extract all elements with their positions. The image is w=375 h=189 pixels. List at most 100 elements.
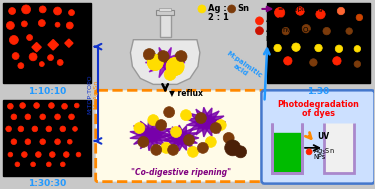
Polygon shape xyxy=(140,121,156,137)
Circle shape xyxy=(21,21,27,27)
Circle shape xyxy=(8,152,13,157)
Circle shape xyxy=(215,120,226,131)
Text: 1:30:30: 1:30:30 xyxy=(28,179,66,188)
Polygon shape xyxy=(159,61,169,78)
Circle shape xyxy=(164,68,176,80)
Circle shape xyxy=(354,61,361,67)
Polygon shape xyxy=(148,123,166,138)
Text: 1:30: 1:30 xyxy=(308,87,330,96)
Circle shape xyxy=(55,114,60,120)
Polygon shape xyxy=(140,132,156,149)
Circle shape xyxy=(255,27,263,35)
Polygon shape xyxy=(179,133,197,143)
Circle shape xyxy=(134,123,145,133)
Polygon shape xyxy=(134,131,154,144)
Circle shape xyxy=(228,5,236,13)
Circle shape xyxy=(74,103,79,108)
Circle shape xyxy=(158,52,168,62)
Circle shape xyxy=(50,152,55,157)
Text: M=Ag₃Sn: M=Ag₃Sn xyxy=(93,80,98,109)
Polygon shape xyxy=(186,117,207,127)
Circle shape xyxy=(147,55,163,70)
Text: NPs: NPs xyxy=(266,36,278,42)
Polygon shape xyxy=(204,116,224,127)
Circle shape xyxy=(69,114,74,120)
Text: = capping agent: = capping agent xyxy=(278,6,334,12)
Circle shape xyxy=(161,143,172,153)
Polygon shape xyxy=(164,133,182,143)
Text: NPs: NPs xyxy=(313,154,325,160)
Polygon shape xyxy=(201,121,212,136)
Circle shape xyxy=(6,126,12,132)
Circle shape xyxy=(138,136,149,147)
Polygon shape xyxy=(149,59,168,72)
Circle shape xyxy=(9,8,16,15)
Circle shape xyxy=(274,44,281,52)
Polygon shape xyxy=(201,108,212,124)
Polygon shape xyxy=(177,135,193,148)
Circle shape xyxy=(166,58,184,75)
Bar xyxy=(267,3,370,83)
Circle shape xyxy=(39,6,46,13)
Circle shape xyxy=(164,107,175,118)
Polygon shape xyxy=(166,130,184,142)
Polygon shape xyxy=(176,126,187,139)
Text: "Co-digestive ripening": "Co-digestive ripening" xyxy=(131,168,231,177)
Circle shape xyxy=(22,5,31,14)
Polygon shape xyxy=(181,133,199,143)
Circle shape xyxy=(210,123,221,133)
Text: Photodegradation: Photodegradation xyxy=(277,100,359,109)
Circle shape xyxy=(176,52,186,62)
Polygon shape xyxy=(161,61,171,78)
Circle shape xyxy=(284,57,292,65)
Circle shape xyxy=(39,62,44,67)
Circle shape xyxy=(55,139,60,145)
Polygon shape xyxy=(172,127,185,140)
Circle shape xyxy=(66,22,73,29)
Circle shape xyxy=(32,126,38,132)
Polygon shape xyxy=(202,111,219,125)
Circle shape xyxy=(9,36,18,44)
Circle shape xyxy=(206,136,216,147)
Circle shape xyxy=(38,20,45,26)
Circle shape xyxy=(25,114,31,120)
Polygon shape xyxy=(151,130,173,140)
Circle shape xyxy=(356,14,363,21)
Polygon shape xyxy=(160,13,171,37)
Text: M:TOP:TOPO: M:TOP:TOPO xyxy=(87,74,92,114)
Circle shape xyxy=(73,126,77,131)
Circle shape xyxy=(333,57,341,65)
Polygon shape xyxy=(147,120,158,136)
Polygon shape xyxy=(164,133,182,143)
Polygon shape xyxy=(190,118,209,131)
Bar xyxy=(48,40,58,50)
Circle shape xyxy=(282,27,290,35)
Polygon shape xyxy=(206,117,226,127)
Polygon shape xyxy=(179,133,197,143)
Circle shape xyxy=(31,162,36,167)
Text: M:palmitic
acid: M:palmitic acid xyxy=(222,50,264,85)
Circle shape xyxy=(63,152,69,157)
Circle shape xyxy=(183,135,195,145)
Text: UV: UV xyxy=(317,132,329,141)
Circle shape xyxy=(195,113,206,124)
Polygon shape xyxy=(176,125,186,139)
Circle shape xyxy=(60,162,65,167)
Polygon shape xyxy=(201,107,211,123)
Polygon shape xyxy=(130,130,152,140)
Circle shape xyxy=(12,53,19,60)
Circle shape xyxy=(354,46,361,52)
Polygon shape xyxy=(163,59,181,72)
Polygon shape xyxy=(134,126,154,139)
Text: Sn: Sn xyxy=(238,4,250,13)
Polygon shape xyxy=(149,130,171,141)
Circle shape xyxy=(255,17,263,25)
Circle shape xyxy=(198,5,206,13)
Text: Ag$_3$Sn: Ag$_3$Sn xyxy=(313,147,335,157)
Polygon shape xyxy=(176,137,186,151)
Text: 2 : 1: 2 : 1 xyxy=(208,13,229,22)
Circle shape xyxy=(171,127,182,137)
Circle shape xyxy=(69,10,75,16)
Circle shape xyxy=(40,139,45,145)
Circle shape xyxy=(6,22,14,29)
